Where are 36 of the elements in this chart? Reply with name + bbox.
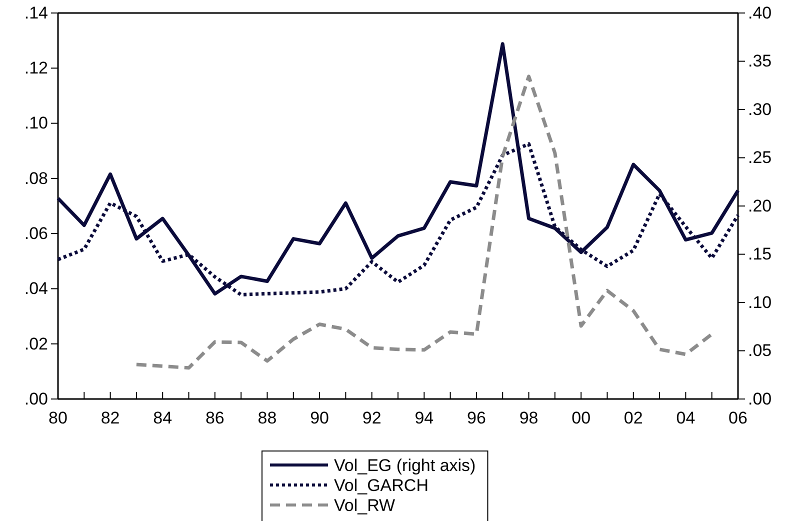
y-tick-label: .12 — [24, 58, 48, 78]
x-tick-label: 90 — [310, 408, 329, 428]
line-series — [56, 42, 740, 296]
x-tick-label: 92 — [362, 408, 382, 428]
x-tick-label: 88 — [258, 408, 277, 428]
x-tick-label: 96 — [467, 408, 486, 428]
y2-tick-label: .25 — [748, 148, 772, 168]
x-tick-label: 06 — [728, 408, 748, 428]
y-tick-label: .02 — [24, 334, 48, 354]
y-tick-label: .00 — [24, 389, 48, 408]
y2-tick-label: .00 — [748, 389, 772, 408]
x-tick-label: 04 — [676, 408, 696, 428]
legend-label: Vol_GARCH — [334, 476, 428, 495]
y2-tick-label: .15 — [748, 244, 772, 264]
legend-label: Vol_EG (right axis) — [334, 456, 476, 475]
x-tick-label: 02 — [624, 408, 643, 428]
y-tick-label: .08 — [24, 168, 48, 188]
y2-tick-label: .20 — [748, 196, 772, 216]
x-tick-label: 98 — [519, 408, 538, 428]
y2-tick-label: .30 — [748, 100, 772, 119]
y-tick-label: .04 — [24, 279, 48, 298]
y2-tick-label: .40 — [748, 3, 772, 22]
legend-label: Vol_RW — [334, 496, 396, 515]
y2-tick-label: .10 — [748, 292, 772, 312]
y-tick-label: .10 — [24, 114, 48, 133]
x-tick-label: 86 — [205, 408, 224, 428]
y2-tick-label: .05 — [748, 341, 772, 360]
y-tick-label: .06 — [24, 224, 48, 244]
line-series — [134, 74, 714, 370]
x-tick-label: 84 — [153, 408, 172, 428]
y2-tick-label: .35 — [748, 52, 772, 71]
x-tick-label: 82 — [100, 408, 120, 428]
x-tick-label: 94 — [414, 408, 434, 428]
x-tick-label: 80 — [48, 408, 68, 428]
x-tick-label: 00 — [572, 408, 591, 428]
y-tick-label: .14 — [24, 3, 48, 22]
